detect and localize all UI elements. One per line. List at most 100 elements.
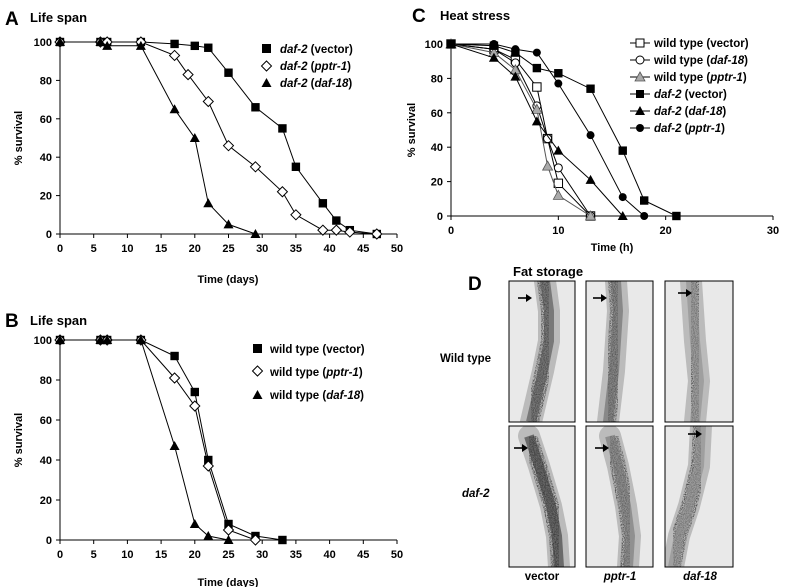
panel-b-point-wild-type-daf-18 (135, 335, 146, 344)
panel-a-point-daf-2-pptr-1 (371, 228, 383, 240)
panel-b-y-tick-label: 20 (40, 495, 52, 507)
panel-b-point-wild-type-vector (224, 519, 233, 529)
panel-c-point-wild-type-pptr-1 (531, 103, 543, 114)
panel-c-legend-entry-wt-vector: wild type (vector) (630, 38, 749, 50)
panel-b-life-span-chart: Life span % survival Time (days) 0 5 10 15 2… (13, 313, 403, 587)
panel-c-point-wild-type-daf-18 (553, 163, 563, 173)
panel-c-title: Heat stress (440, 8, 510, 23)
panel-b-x-tick-label: 40 (323, 549, 335, 561)
panel-c-point-daf-2-pptr-1 (511, 45, 520, 54)
legend-treatment: daf-18 (315, 78, 349, 90)
legend-treatment: vector (315, 44, 350, 56)
legend-marker-diamond-open (260, 60, 273, 72)
panel-c-point-daf-2-pptr-1 (489, 40, 498, 48)
panel-c-x-tick-label: 30 (767, 225, 779, 237)
svg-text:daf-2 (daf-18): daf-2 (daf-18) (280, 78, 352, 90)
panel-c-point-wild-type-pptr-1 (541, 160, 554, 171)
legend-treatment: daf-18 (710, 55, 744, 67)
legend-gene: wild type (269, 390, 319, 402)
panel-a-point-daf-2-vector (204, 43, 213, 52)
panel-a-point-daf-2-vector (278, 124, 287, 133)
micrograph-daf-2-daf-18 (664, 425, 734, 568)
panel-c-point-daf-2-pptr-1 (532, 48, 541, 57)
micrograph-daf-2-pptr-1 (585, 425, 654, 568)
panel-c-legend-entry-daf2-daf18: daf-2 (daf-18) (630, 106, 726, 118)
legend-gene: wild type (269, 367, 319, 379)
panel-c-point-daf-2-vector (586, 84, 595, 93)
panel-c-legend-entry-wt-daf18: wild type (daf-18) (630, 55, 748, 67)
panel-label-c: C (412, 6, 426, 27)
arrow-icon (514, 444, 528, 452)
panel-b-series-line-wild-type-vector (60, 339, 283, 541)
panel-b-point-wild-type-pptr-1 (249, 534, 262, 546)
panel-a-point-daf-2-vector (190, 41, 199, 51)
panel-b-point-wild-type-vector (190, 387, 199, 397)
panel-c-point-daf-2-daf-18 (585, 174, 596, 184)
legend-marker-circle-filled (636, 124, 644, 132)
panel-c-point-daf-2-daf-18 (531, 116, 542, 126)
legend-gene: daf-2 (280, 61, 308, 73)
legend-gene: wild type (653, 72, 703, 84)
micrograph-wild-type-vector (508, 280, 576, 423)
micrograph-daf-2-vector (508, 425, 576, 568)
panel-b-legend-entry-wt-pptr1: wild type (pptr-1) (251, 365, 363, 379)
legend-treatment: daf-18 (326, 390, 360, 402)
panel-a-point-daf-2-pptr-1 (249, 161, 262, 173)
panel-c-point-daf-2-vector (640, 196, 649, 205)
panel-c-point-daf-2-vector (554, 69, 563, 78)
panel-c-y-axis-label: % survival (406, 103, 418, 157)
panel-c-point-daf-2-vector (672, 211, 681, 221)
legend-gene: daf-2 (654, 89, 682, 101)
legend-treatment: pptr-1 (688, 123, 722, 135)
panel-a-point-daf-2-daf-18 (95, 37, 106, 46)
panel-b-y-tick-label: 40 (40, 455, 52, 467)
panel-c-point-daf-2-daf-18 (617, 211, 628, 220)
svg-text:daf-2 (pptr-1): daf-2 (pptr-1) (654, 123, 725, 135)
panel-b-point-wild-type-vector (204, 455, 213, 465)
panel-a-point-daf-2-daf-18 (55, 37, 65, 46)
panel-a-point-daf-2-pptr-1 (330, 224, 343, 236)
panel-a-point-daf-2-pptr-1 (344, 226, 356, 238)
legend-gene: daf-2 (280, 44, 308, 56)
panel-c-series-line-wild-type-vector (450, 43, 591, 217)
panel-b-legend: wild type (vector) wild type (pptr-1) wi… (251, 344, 365, 402)
panel-b-y-tick-label: 0 (46, 535, 52, 547)
panel-a-point-daf-2-daf-18 (250, 229, 261, 238)
svg-text:wild type (daf-18): wild type (daf-18) (653, 55, 748, 67)
panel-b-point-wild-type-daf-18 (95, 335, 106, 344)
panel-a-point-daf-2-daf-18 (203, 198, 214, 208)
svg-text:daf-2 (daf-18): daf-2 (daf-18) (654, 106, 726, 118)
panel-b-legend-entry-wt-daf18: wild type (daf-18) (252, 390, 364, 402)
panel-c-point-daf-2-daf-18 (488, 52, 499, 62)
legend-gene: daf-2 (654, 106, 682, 118)
panel-c-legend-entry-daf2-pptr1: daf-2 (pptr-1) (630, 123, 725, 135)
row-label-wild-type: Wild type (440, 353, 491, 365)
panel-c-y-tick-label: 80 (431, 73, 443, 85)
panel-b-x-axis-label: Time (days) (198, 577, 259, 587)
panel-b-x-tick-label: 25 (222, 549, 234, 561)
arrow-icon (688, 430, 702, 438)
panel-a-x-tick-label: 35 (290, 243, 302, 255)
panel-c-point-daf-2-vector (618, 146, 627, 155)
panel-b-point-wild-type-pptr-1 (189, 400, 201, 412)
panel-a-point-daf-2-daf-18 (169, 104, 180, 114)
legend-treatment: pptr-1 (314, 61, 348, 73)
panel-b-x-tick-label: 5 (91, 549, 97, 561)
panel-a-title: Life span (30, 10, 87, 25)
panel-b-point-wild-type-pptr-1 (168, 372, 181, 384)
panel-b-y-tick-label: 60 (40, 415, 52, 427)
panel-a-x-tick-label: 40 (323, 243, 335, 255)
panel-c-x-tick-label: 0 (448, 225, 454, 237)
panel-b-y-tick-label: 100 (34, 335, 52, 347)
legend-marker-triangle-filled (252, 390, 263, 399)
panel-a-y-tick-label: 80 (40, 75, 52, 87)
legend-treatment: vector (689, 89, 724, 101)
legend-marker-square-filled (253, 344, 262, 353)
panel-a-x-tick-label: 15 (155, 243, 167, 255)
panel-d-fat-storage: Fat storage Wild type daf-2 vector pptr-… (440, 264, 734, 583)
panel-c-point-wild-type-pptr-1 (584, 210, 597, 221)
panel-c-series-daf-2-pptr-1 (447, 40, 649, 220)
panel-a-legend: daf-2 (vector) daf-2 (pptr-1) daf-2 (daf… (260, 44, 353, 90)
legend-marker-square-filled (636, 90, 644, 98)
